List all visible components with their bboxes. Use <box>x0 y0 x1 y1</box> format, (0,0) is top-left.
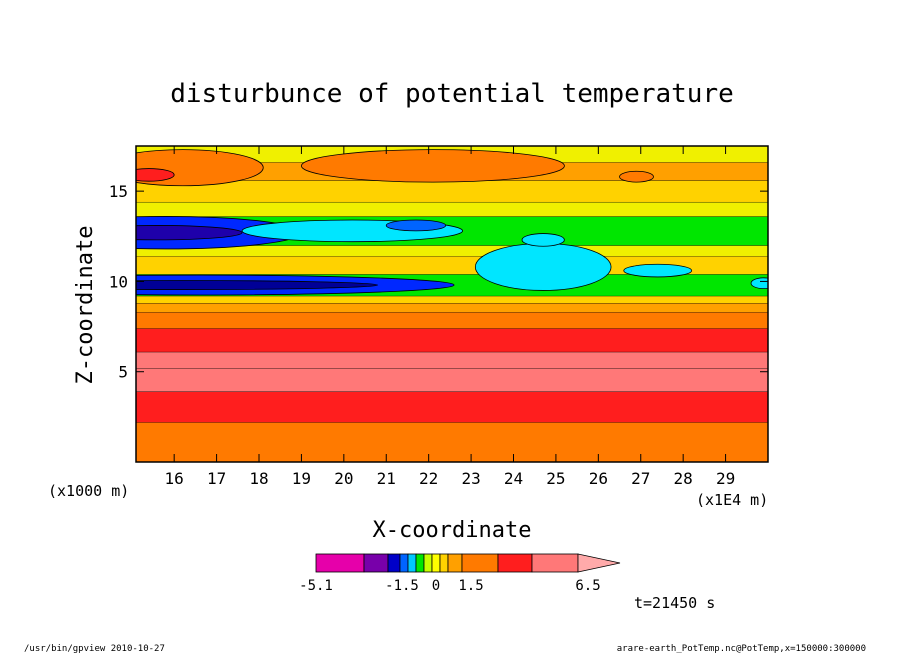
contour-band-3 <box>136 351 768 369</box>
plot-frame <box>135 145 769 463</box>
colorbar-segment-0 <box>315 553 365 573</box>
colorbar: -5.1 -1.5 0 1.5 6.5 <box>299 553 621 594</box>
colorbar-label-3: 1.5 <box>458 578 483 594</box>
y-axis-label: Z-coordinate <box>73 226 98 385</box>
colorbar-segment-3 <box>399 553 409 573</box>
colorbar-segment-1 <box>363 553 389 573</box>
colorbar-label-0: -5.1 <box>299 578 333 594</box>
x-tick-label-25: 25 <box>546 469 565 488</box>
x-tick-label-21: 21 <box>377 469 396 488</box>
contour-blob-5 <box>385 219 447 232</box>
colorbar-segment-10 <box>461 553 499 573</box>
x-tick-label-28: 28 <box>674 469 693 488</box>
contour-band-2 <box>136 368 768 392</box>
colorbar-segment-11 <box>497 553 533 573</box>
colorbar-segment-4 <box>407 553 417 573</box>
footer-right: arare-earth_PotTemp.nc@PotTemp,x=150000:… <box>617 644 866 654</box>
x-tick-label-26: 26 <box>589 469 608 488</box>
colorbar-label-2: 0 <box>432 578 440 594</box>
colorbar-arrow <box>577 553 621 573</box>
colorbar-segment-6 <box>423 553 433 573</box>
time-label: t=21450 s <box>634 594 715 612</box>
x-tick-label-19: 19 <box>292 469 311 488</box>
x-tick-label-18: 18 <box>249 469 268 488</box>
colorbar-label-1: -1.5 <box>385 578 419 594</box>
contour-blob-6 <box>474 243 612 291</box>
contour-band-7 <box>136 295 768 304</box>
contour-blob-9 <box>750 277 768 290</box>
contour-blob-12 <box>136 168 175 182</box>
colorbar-segment-2 <box>387 553 401 573</box>
y-axis: 5 10 15 <box>109 182 768 382</box>
contour-blob-10 <box>301 149 565 183</box>
contour-band-12 <box>136 201 768 217</box>
y-tick-label-5: 5 <box>118 363 128 382</box>
x-unit-right: (x1E4 m) <box>696 491 768 509</box>
x-unit-left: (x1000 m) <box>48 482 129 500</box>
contour-blob-1 <box>136 280 379 290</box>
contour-band-13 <box>136 180 768 202</box>
y-tick-label-15: 15 <box>109 182 128 201</box>
x-tick-label-17: 17 <box>207 469 226 488</box>
x-tick-label-24: 24 <box>504 469 523 488</box>
x-tick-label-22: 22 <box>419 469 438 488</box>
contour-blob-13 <box>619 170 654 183</box>
y-tick-label-10: 10 <box>109 272 128 291</box>
contour-blob-11 <box>136 149 264 187</box>
colorbar-segment-12 <box>531 553 579 573</box>
x-axis: 16 17 18 19 20 21 22 23 24 25 26 27 28 29 <box>165 146 735 488</box>
colorbar-segment-9 <box>447 553 463 573</box>
colorbar-label-4: 6.5 <box>575 578 600 594</box>
footer-left: /usr/bin/gpview 2010-10-27 <box>24 644 165 654</box>
contour-field <box>136 146 768 462</box>
x-tick-label-16: 16 <box>165 469 184 488</box>
x-axis-label: X-coordinate <box>373 518 532 543</box>
contour-band-5 <box>136 312 768 329</box>
x-tick-label-23: 23 <box>461 469 480 488</box>
contour-blob-8 <box>623 263 693 278</box>
contour-band-10 <box>136 245 768 257</box>
x-tick-label-20: 20 <box>334 469 353 488</box>
contour-blob-3 <box>136 225 243 241</box>
chart-title: disturbunce of potential temperature <box>170 79 734 109</box>
x-tick-label-29: 29 <box>716 469 735 488</box>
x-tick-label-27: 27 <box>631 469 650 488</box>
contour-band-0 <box>136 422 768 462</box>
colorbar-segment-5 <box>415 553 425 573</box>
contour-band-4 <box>136 328 768 352</box>
colorbar-segment-8 <box>439 553 449 573</box>
contour-band-1 <box>136 391 768 423</box>
colorbar-segment-7 <box>431 553 441 573</box>
contour-band-6 <box>136 303 768 313</box>
contour-blob-7 <box>521 233 565 247</box>
